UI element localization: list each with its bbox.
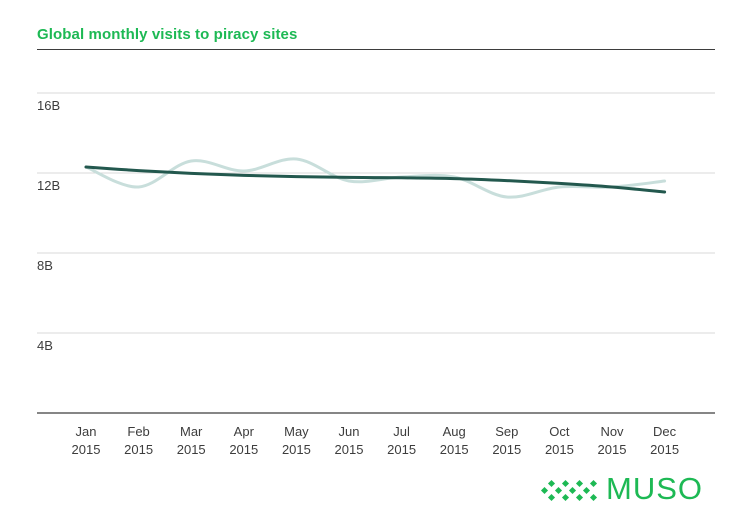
x-tick-label-year: 2015 (387, 442, 416, 457)
series-line-trend (84, 165, 667, 194)
x-tick-label-month: Apr (234, 424, 255, 439)
x-tick-label-year: 2015 (492, 442, 521, 457)
y-tick-label: 4B (37, 338, 53, 353)
x-tick-label-year: 2015 (177, 442, 206, 457)
x-tick-label-month: Aug (443, 424, 466, 439)
x-tick-label-month: Mar (180, 424, 203, 439)
x-tick-label-year: 2015 (282, 442, 311, 457)
top-rule (37, 49, 715, 50)
series-line-monthly (84, 157, 667, 199)
x-tick-label-year: 2015 (650, 442, 679, 457)
y-tick-label: 8B (37, 258, 53, 273)
x-tick-label-year: 2015 (335, 442, 364, 457)
x-tick-label-month: Jun (339, 424, 360, 439)
x-tick-label-year: 2015 (440, 442, 469, 457)
x-tick-label-month: Jan (76, 424, 97, 439)
x-tick-label-month: Dec (653, 424, 677, 439)
chart-title: Global monthly visits to piracy sites (37, 26, 298, 43)
y-tick-label: 12B (37, 178, 60, 193)
x-tick-label-month: Jul (393, 424, 410, 439)
x-tick-label-month: Nov (600, 424, 624, 439)
x-tick-label-year: 2015 (72, 442, 101, 457)
x-tick-label-year: 2015 (229, 442, 258, 457)
muso-logo: MUSO (540, 471, 720, 508)
x-tick-label-month: May (284, 424, 309, 439)
logo-text: MUSO (606, 471, 703, 506)
muso-logo-icon (540, 479, 598, 502)
x-tick-label-month: Feb (127, 424, 149, 439)
x-tick-label-year: 2015 (598, 442, 627, 457)
x-tick-label-year: 2015 (124, 442, 153, 457)
y-tick-label: 16B (37, 98, 60, 113)
x-tick-label-month: Sep (495, 424, 518, 439)
x-tick-label-year: 2015 (545, 442, 574, 457)
x-tick-label-month: Oct (549, 424, 570, 439)
